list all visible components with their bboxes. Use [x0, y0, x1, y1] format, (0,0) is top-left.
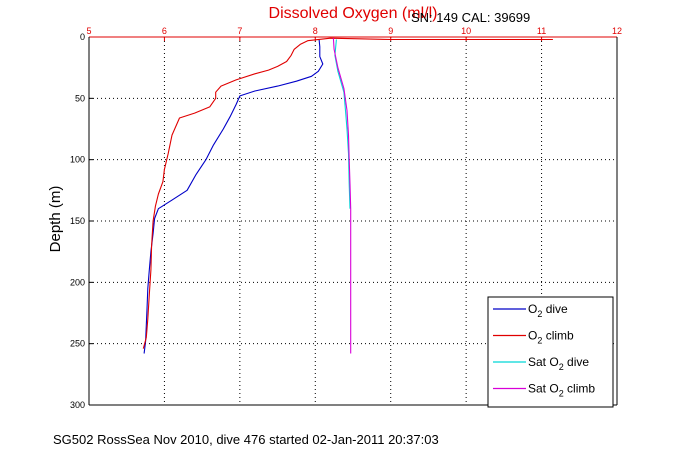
sat-o2-climb-line: [332, 38, 352, 354]
o2-dive-line: [143, 39, 324, 354]
legend: O2 dive O2 climb Sat O2 dive Sat O2 climb: [487, 296, 614, 408]
x-tick-label: 6: [162, 26, 167, 36]
legend-label-sat-o2-climb: Sat O2 climb: [528, 382, 595, 399]
y-tick-label: 50: [75, 93, 85, 103]
y-tick-label: 0: [80, 32, 85, 42]
serial-calibration-label: SN: 149 CAL: 39699: [411, 10, 530, 25]
x-tick-label: 8: [313, 26, 318, 36]
chart-title: Dissolved Oxygen (ml/l): [269, 5, 438, 22]
grid: [89, 37, 617, 405]
y-tick-label: 200: [70, 277, 85, 287]
y-tick-label: 100: [70, 155, 85, 165]
x-tick-label: 10: [461, 26, 471, 36]
footer-caption: SG502 RossSea Nov 2010, dive 476 started…: [53, 432, 439, 447]
x-tick-label: 11: [537, 26, 546, 36]
x-tick-label: 12: [612, 26, 622, 36]
legend-label-o2-dive: O2 dive: [528, 302, 568, 319]
x-tick-label: 7: [237, 26, 242, 36]
y-tick-label: 150: [70, 216, 85, 226]
y-axis-label: Depth (m): [47, 186, 64, 253]
o2-climb-line: [142, 37, 553, 349]
y-tick-label: 250: [70, 339, 85, 349]
legend-label-o2-climb: O2 climb: [528, 329, 574, 346]
series: [142, 37, 553, 354]
axes: 5 6 7 8 9 10 11 12 0 50 100 150 200 250 300: [70, 26, 622, 410]
x-tick-label: 9: [388, 26, 393, 36]
legend-label-sat-o2-dive: Sat O2 dive: [528, 355, 589, 372]
x-tick-label: 5: [86, 26, 91, 36]
y-tick-label: 300: [70, 400, 85, 410]
